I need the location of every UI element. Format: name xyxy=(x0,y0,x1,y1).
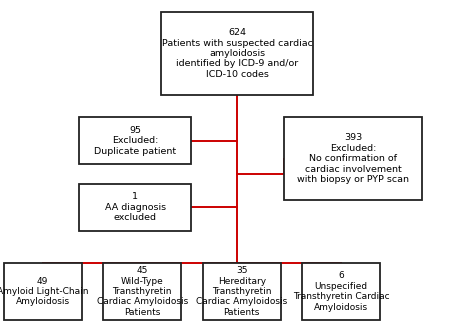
Text: 95
Excluded:
Duplicate patient: 95 Excluded: Duplicate patient xyxy=(94,126,176,156)
FancyBboxPatch shape xyxy=(302,263,380,320)
Text: 393
Excluded:
No confirmation of
cardiac involvement
with biopsy or PYP scan: 393 Excluded: No confirmation of cardiac… xyxy=(297,133,409,184)
FancyBboxPatch shape xyxy=(79,118,191,165)
Text: 1
AA diagnosis
excluded: 1 AA diagnosis excluded xyxy=(105,192,165,222)
Text: 624
Patients with suspected cardiac
amyloidosis
identified by ICD-9 and/or
ICD-1: 624 Patients with suspected cardiac amyl… xyxy=(162,28,312,79)
FancyBboxPatch shape xyxy=(103,263,181,320)
FancyBboxPatch shape xyxy=(3,263,82,320)
FancyBboxPatch shape xyxy=(284,118,422,200)
FancyBboxPatch shape xyxy=(161,12,313,95)
Text: 49
Amyloid Light-Chain
Amyloidosis: 49 Amyloid Light-Chain Amyloidosis xyxy=(0,277,89,307)
Text: 6
Unspecified
Transthyretin Cardiac
Amyloidosis: 6 Unspecified Transthyretin Cardiac Amyl… xyxy=(293,272,390,312)
FancyBboxPatch shape xyxy=(202,263,281,320)
FancyBboxPatch shape xyxy=(79,184,191,231)
Text: 35
Hereditary
Transthyretin
Cardiac Amyloidosis
Patients: 35 Hereditary Transthyretin Cardiac Amyl… xyxy=(196,266,287,317)
Text: 45
Wild-Type
Transthyretin
Cardiac Amyloidosis
Patients: 45 Wild-Type Transthyretin Cardiac Amylo… xyxy=(97,266,188,317)
